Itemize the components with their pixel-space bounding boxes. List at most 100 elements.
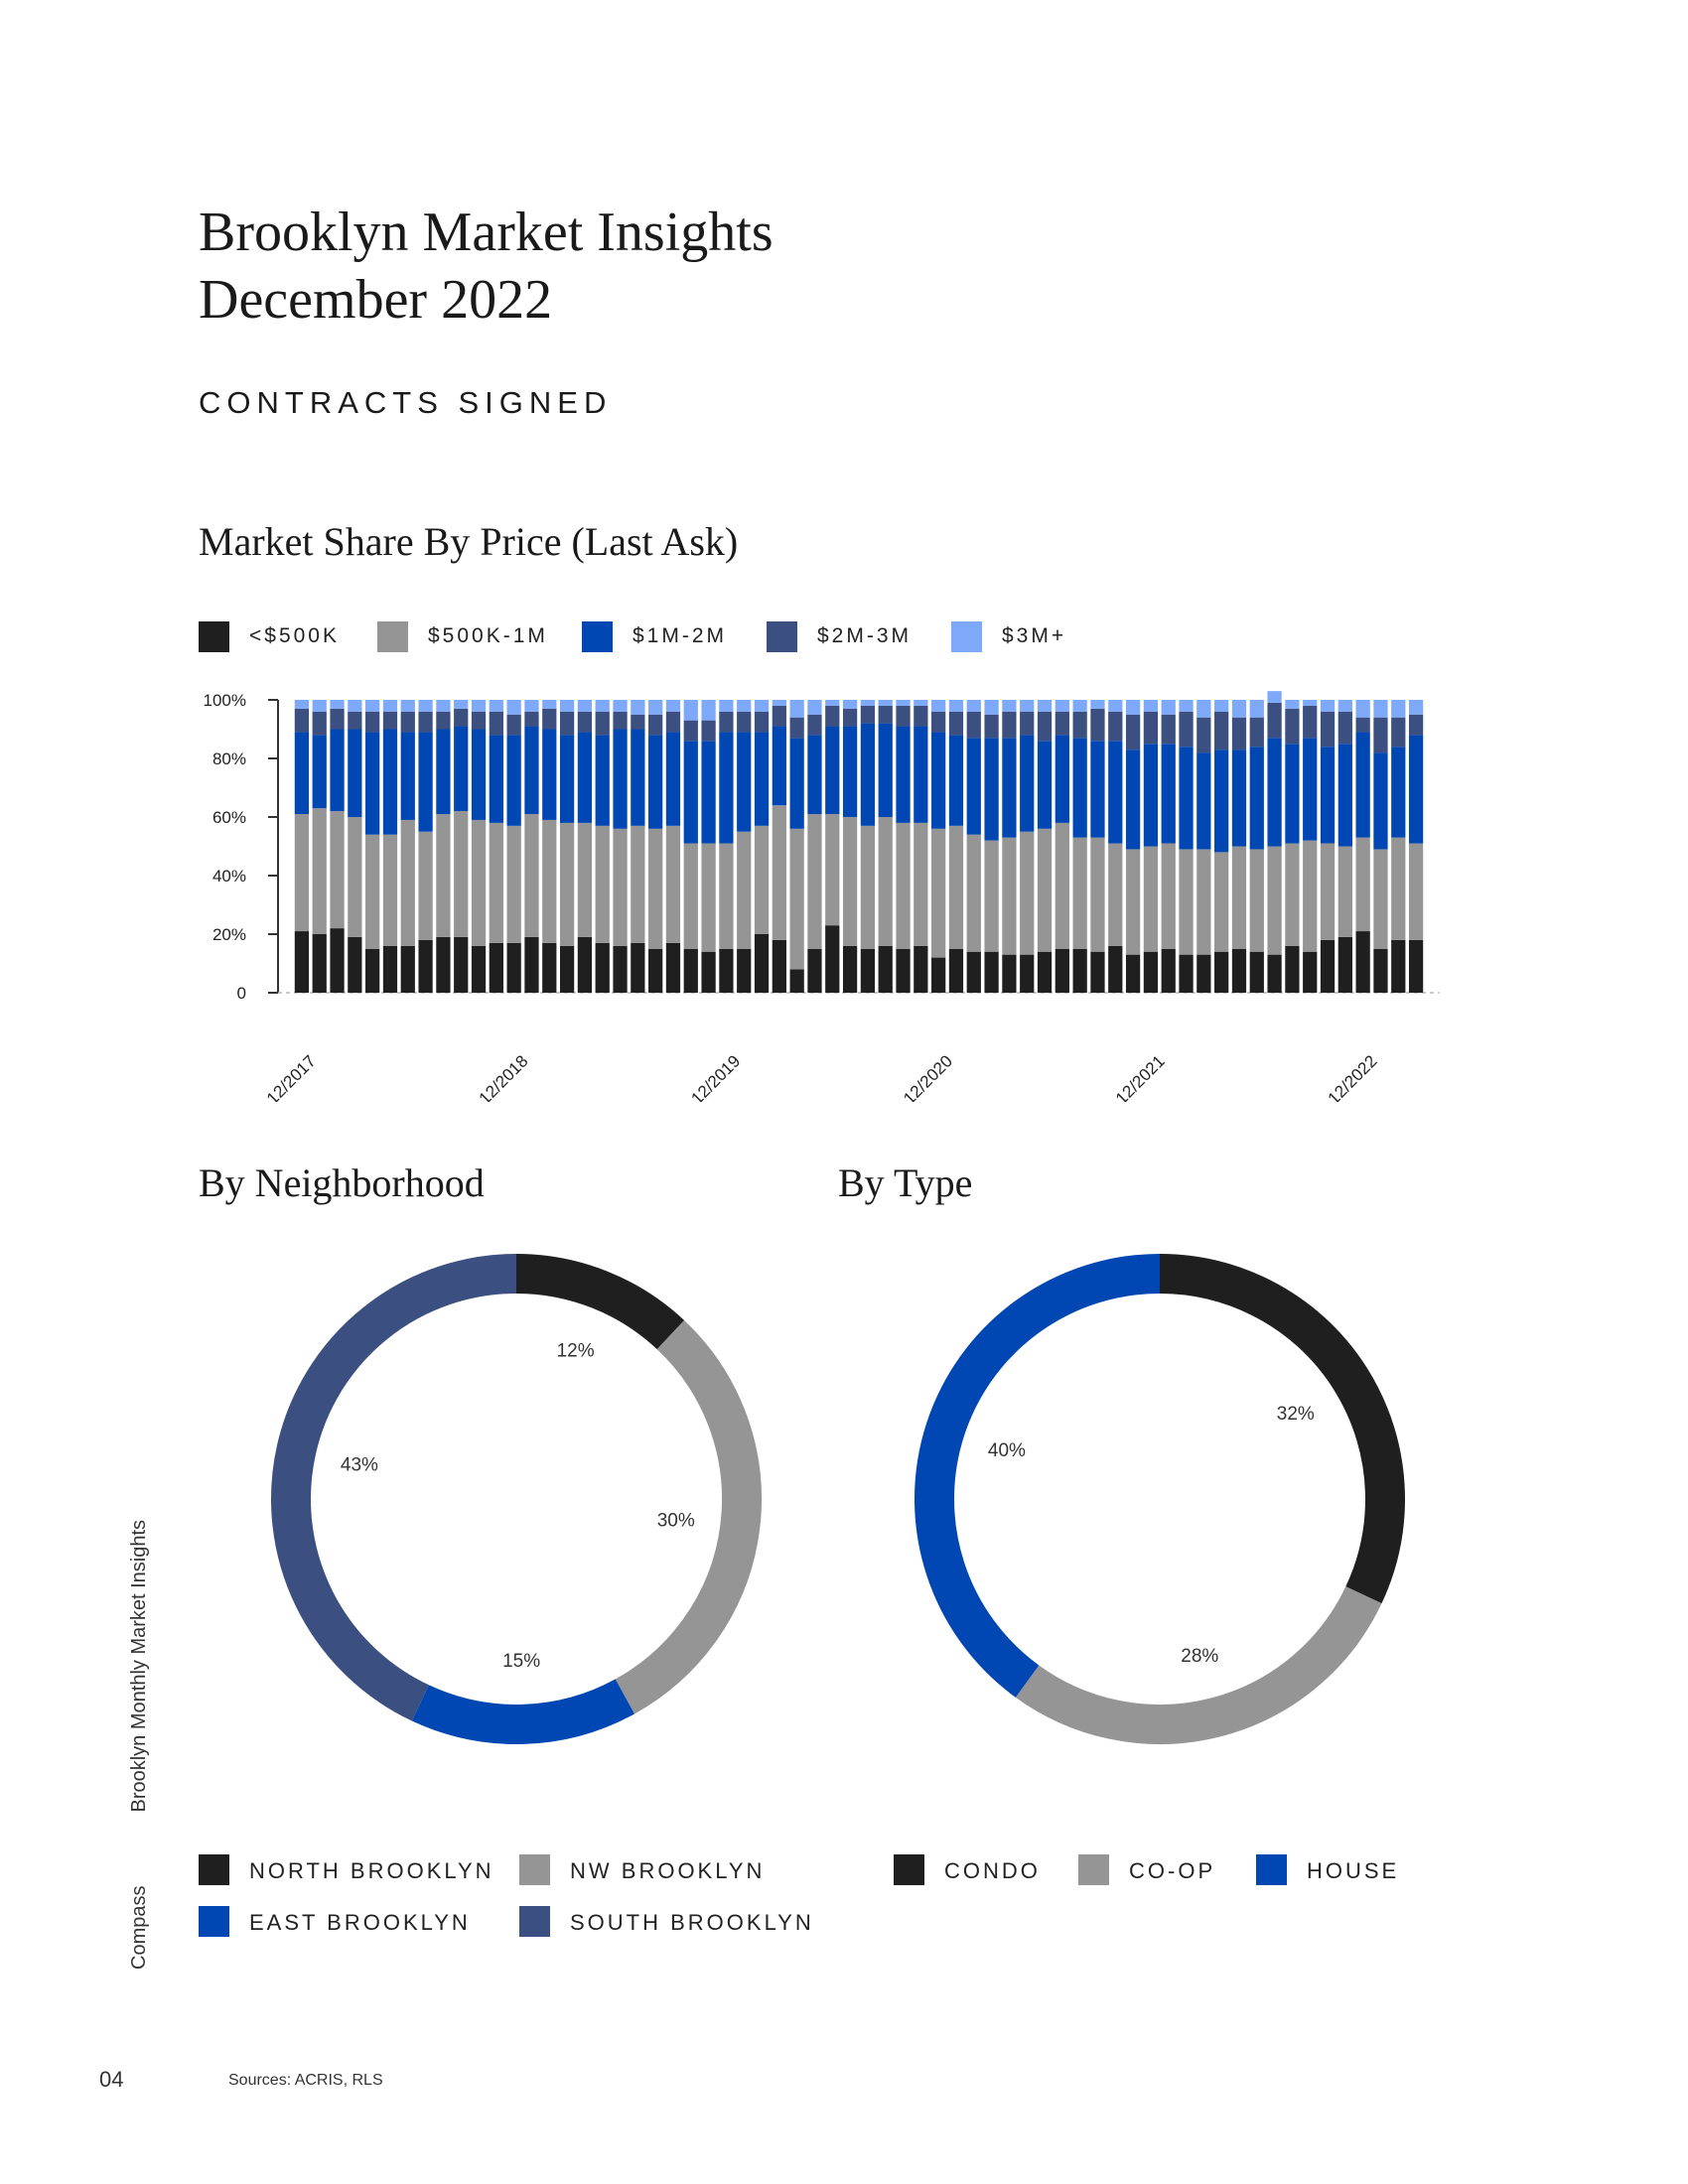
bar-segment — [436, 814, 451, 937]
bar-segment — [1267, 691, 1282, 703]
donut-segment — [411, 1679, 634, 1744]
bar-segment — [1231, 948, 1247, 993]
bar-segment — [294, 732, 310, 815]
y-tick-label: 20% — [212, 925, 246, 944]
bar-segment — [1002, 738, 1017, 838]
bar-segment — [471, 819, 487, 946]
bar-segment — [1408, 714, 1424, 736]
bar-segment — [454, 700, 469, 709]
bar-segment — [754, 711, 770, 733]
bar-segment — [312, 735, 327, 809]
bar-segment — [294, 814, 310, 932]
bar-segment — [966, 834, 981, 952]
bar-segment — [1196, 717, 1211, 753]
bar-segment — [1020, 711, 1035, 736]
bar-segment — [948, 948, 964, 993]
bar-segment — [524, 700, 539, 712]
bar-segment — [1355, 700, 1370, 718]
bar-segment — [878, 723, 893, 817]
bar-segment — [506, 714, 521, 736]
bar-segment — [1108, 843, 1123, 946]
bar-segment — [454, 726, 469, 812]
bar-segment — [825, 925, 840, 993]
bar-segment — [719, 711, 734, 733]
bar-segment — [807, 948, 822, 993]
bar-segment — [1355, 837, 1370, 932]
bar-segment — [984, 714, 999, 739]
bar-segment — [1408, 939, 1424, 993]
bar-segment — [382, 729, 398, 835]
donut-segment — [271, 1254, 517, 1721]
bar-segment — [613, 711, 628, 730]
bar-segment — [330, 700, 345, 709]
bar-segment — [436, 936, 451, 993]
bar-segment — [719, 700, 734, 712]
bar-segment — [1143, 744, 1159, 847]
bar-segment — [984, 951, 999, 993]
bar-segment — [1143, 700, 1159, 712]
bar-segment — [365, 834, 380, 949]
bar-segment — [312, 711, 327, 736]
bar-segment — [382, 834, 398, 946]
bar-segment — [1125, 714, 1141, 751]
y-tick-label: 60% — [212, 808, 246, 827]
legend-label-500k-1m: $500K-1M — [428, 624, 548, 647]
bar-segment — [896, 822, 911, 949]
bar-segment — [1090, 741, 1105, 838]
bar-segment — [1337, 711, 1352, 745]
bar-segment — [471, 729, 487, 820]
bar-segment — [542, 942, 557, 993]
bar-segment — [1337, 744, 1352, 847]
bar-chart-title: Market Share By Price (Last Ask) — [199, 519, 739, 564]
bar-segment — [1303, 840, 1318, 952]
bar-segment — [1055, 822, 1069, 949]
y-tick-label: 80% — [212, 750, 246, 768]
bar-segment — [860, 825, 876, 949]
bar-segment — [1179, 747, 1194, 850]
bar-segment — [701, 700, 716, 721]
bar-segment — [471, 945, 487, 993]
bar-segment — [613, 828, 628, 946]
bar-segment — [489, 942, 503, 993]
bar-segment — [789, 717, 804, 739]
page-number: 04 — [99, 2067, 124, 2092]
bar-segment — [737, 831, 752, 949]
bar-segment — [1303, 738, 1318, 841]
legend-swatch-house — [1256, 1854, 1287, 1885]
bar-segment — [524, 726, 539, 815]
bar-segment — [1055, 711, 1069, 736]
bar-segment — [1373, 849, 1388, 949]
legend-swatch-south-brooklyn — [519, 1906, 550, 1937]
bar-segment — [418, 939, 433, 993]
bar-segment — [1214, 951, 1229, 993]
bar-segment — [914, 945, 928, 993]
bar-segment — [631, 700, 645, 715]
bar-segment — [754, 732, 770, 826]
bar-segment — [966, 951, 981, 993]
legend-swatch-under-500k — [199, 621, 229, 652]
bar-segment — [896, 700, 911, 706]
bar-segment — [1267, 954, 1282, 993]
bar-segment — [631, 942, 645, 993]
bar-segment — [524, 936, 539, 993]
bar-segment — [1267, 702, 1282, 739]
bar-segment — [665, 825, 681, 943]
bar-segment — [1391, 939, 1406, 993]
donut-segment — [615, 1319, 762, 1714]
bar-segment — [1072, 837, 1087, 949]
bar-segment — [454, 936, 469, 993]
bar-segment — [1408, 735, 1424, 844]
bar-segment — [931, 732, 946, 829]
bar-segment — [1125, 954, 1141, 993]
donut-value-label: 15% — [502, 1651, 540, 1672]
bar-segment — [489, 711, 503, 736]
bar-segment — [382, 945, 398, 993]
bar-segment — [1373, 717, 1388, 753]
bar-segment — [719, 843, 734, 949]
bar-segment — [842, 945, 858, 993]
donut-segment — [515, 1254, 685, 1350]
bar-segment — [506, 942, 521, 993]
bar-segment — [984, 700, 999, 715]
legend-swatch-co-op — [1078, 1854, 1109, 1885]
side-brand: Compass — [128, 1885, 150, 1970]
